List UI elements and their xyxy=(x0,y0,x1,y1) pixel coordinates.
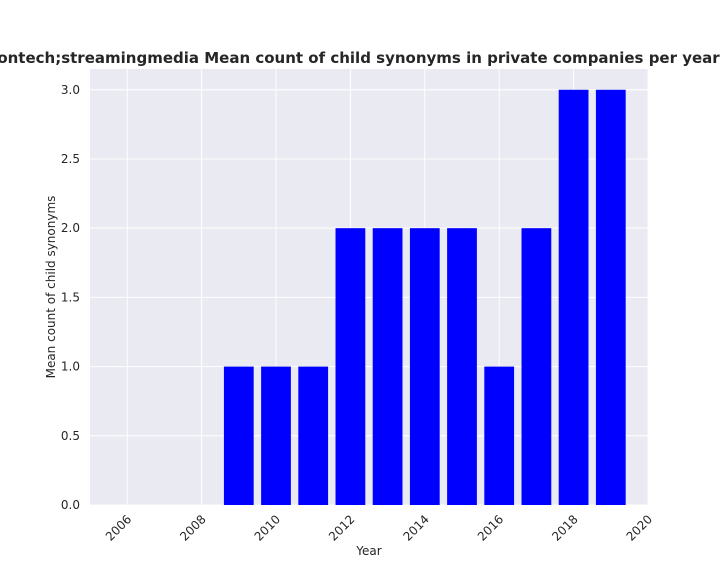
chart-title: Quantity of companies that are related t… xyxy=(0,49,720,67)
bar-2012 xyxy=(335,228,366,505)
bar-2016 xyxy=(484,366,515,505)
y-axis-ticks: 0.0 0.5 1.0 1.5 2.0 2.5 3.0 xyxy=(61,83,80,512)
x-tick-label: 2016 xyxy=(475,512,506,543)
bar-2018 xyxy=(558,89,589,505)
y-tick-label: 2.0 xyxy=(61,221,80,235)
bar-2010 xyxy=(261,366,291,505)
y-tick-label: 2.5 xyxy=(61,152,80,166)
x-tick-label: 2012 xyxy=(326,512,357,543)
x-axis-ticks: 2006 2008 2010 2012 2014 2016 2018 2020 xyxy=(103,512,655,543)
bar-2019 xyxy=(595,89,626,505)
bar-2014 xyxy=(409,228,440,505)
y-tick-label: 0.5 xyxy=(61,429,80,443)
x-axis-label: Year xyxy=(355,544,381,558)
x-tick-label: 2010 xyxy=(252,512,283,543)
x-tick-label: 2014 xyxy=(400,512,431,543)
bar-2017 xyxy=(521,228,552,505)
y-tick-label: 0.0 xyxy=(61,498,80,512)
bars xyxy=(223,89,626,505)
x-tick-label: 2018 xyxy=(549,512,580,543)
y-tick-label: 3.0 xyxy=(61,83,80,97)
bar-2013 xyxy=(372,228,403,505)
x-tick-label: 2006 xyxy=(103,512,134,543)
plot-area xyxy=(90,69,648,505)
grid xyxy=(90,69,649,506)
bar-2011 xyxy=(298,366,329,505)
bar-2015 xyxy=(447,228,477,505)
y-axis-label: Mean count of child synonyms xyxy=(44,196,58,379)
bar-2009 xyxy=(223,366,254,505)
x-tick-label: 2020 xyxy=(624,512,655,543)
y-tick-label: 1.0 xyxy=(61,360,80,374)
x-tick-label: 2008 xyxy=(177,512,208,543)
y-tick-label: 1.5 xyxy=(61,290,80,304)
